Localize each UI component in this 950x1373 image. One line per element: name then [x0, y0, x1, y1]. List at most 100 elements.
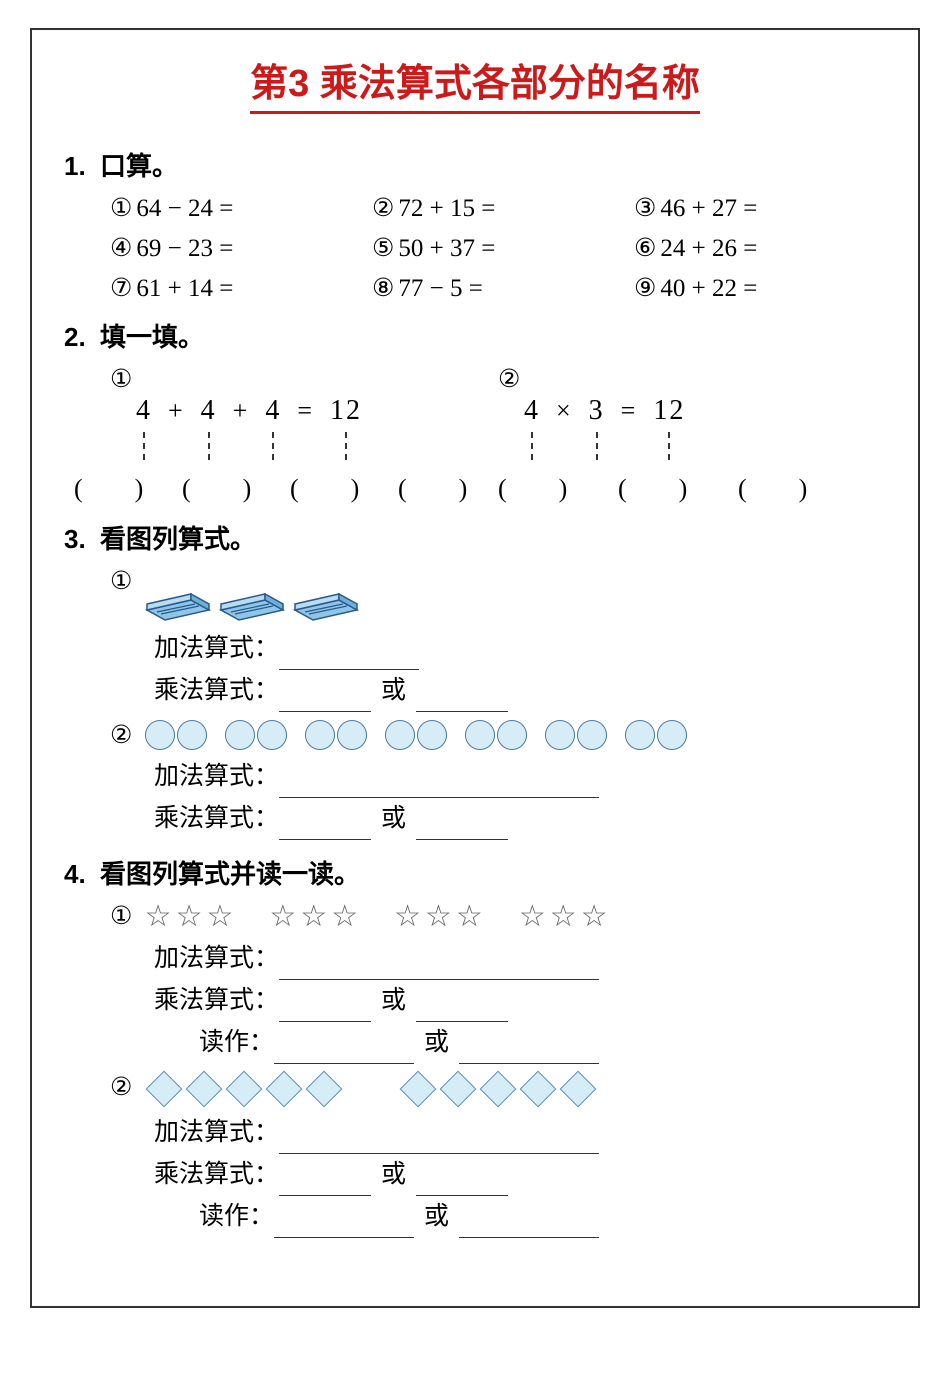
blank-line — [279, 956, 599, 980]
circle-icon — [625, 720, 655, 750]
paren-slot: ( ) — [398, 468, 498, 505]
star-icon: ☆ — [550, 902, 577, 932]
diamond-icon — [439, 1070, 476, 1107]
star-icon: ☆ — [300, 902, 327, 932]
diamond-icon — [265, 1070, 302, 1107]
q1-item: ⑦61 + 14 = — [110, 273, 362, 303]
paren-slot: ( ) — [498, 468, 618, 505]
q1-item-num: ① — [110, 193, 132, 223]
diamond-group — [399, 1072, 597, 1106]
read-as-label: 读作： — [154, 1022, 274, 1064]
star-group: ☆☆☆ — [394, 902, 483, 932]
circle-row — [145, 720, 687, 750]
q2-left-parens: ( ) ( ) ( ) ( ) — [74, 468, 498, 505]
star-group: ☆☆☆ — [145, 902, 234, 932]
q3-item-2-num: ② — [110, 720, 132, 750]
blank-line — [279, 998, 371, 1022]
addition-label: 加法算式： — [154, 756, 279, 798]
blank-line — [416, 816, 508, 840]
star-icon: ☆ — [394, 902, 421, 932]
circle-group — [465, 720, 527, 750]
blank-line — [416, 1172, 508, 1196]
circle-icon — [385, 720, 415, 750]
circle-icon — [177, 720, 207, 750]
eq-op: + — [233, 394, 250, 428]
addition-label: 加法算式： — [154, 628, 279, 670]
section-4: 4.看图列算式并读一读。 ① ☆☆☆ ☆☆☆ ☆☆☆ ☆☆☆ 加法算式： 乘法算… — [64, 854, 886, 1237]
section-1-head: 1.口算。 — [64, 146, 886, 183]
q1-item: ⑤50 + 37 = — [372, 233, 624, 263]
blank-line — [279, 816, 371, 840]
q1-item-eq: 24 + 26 = — [660, 235, 757, 262]
q4-item-2-num: ② — [110, 1072, 132, 1102]
star-icon: ☆ — [519, 902, 546, 932]
blank-line — [279, 1172, 371, 1196]
star-icon: ☆ — [206, 902, 233, 932]
eq-term: 12 — [330, 394, 362, 428]
or-text: 或 — [381, 987, 406, 1014]
eq-op: + — [168, 394, 185, 428]
q2-right: ② 4 × 3 = 12 ( ) ( ) ( ) — [498, 364, 886, 505]
blank-line — [416, 688, 508, 712]
q1-grid: ①64 − 24 = ②72 + 15 = ③46 + 27 = ④69 − 2… — [64, 193, 886, 303]
q3-item-1-num: ① — [110, 566, 132, 596]
pencil-case-icon — [143, 566, 213, 622]
q2-body: ① 4 + 4 + 4 = 12 ( ) — [64, 364, 886, 505]
circle-group — [305, 720, 367, 750]
q1-item-num: ⑤ — [372, 233, 394, 263]
blank-line — [274, 1040, 414, 1064]
q1-item-eq: 69 − 23 = — [136, 235, 233, 262]
paren-slot: ( ) — [618, 468, 738, 505]
section-1: 1.口算。 ①64 − 24 = ②72 + 15 = ③46 + 27 = ④… — [64, 146, 886, 303]
q1-item-num: ③ — [634, 193, 656, 223]
circle-group — [545, 720, 607, 750]
page-title: 第3 乘法算式各部分的名称 — [250, 52, 700, 114]
multiplication-label: 乘法算式： — [154, 1154, 279, 1196]
circle-icon — [577, 720, 607, 750]
title-wrap: 第3 乘法算式各部分的名称 — [64, 52, 886, 132]
dash-icon — [668, 432, 670, 460]
section-1-num: 1. — [64, 151, 100, 182]
blank-line — [279, 646, 419, 670]
circle-icon — [145, 720, 175, 750]
q3-i1-lines: 加法算式： 乘法算式：或 — [110, 628, 886, 712]
star-icon: ☆ — [176, 902, 203, 932]
paren-slot: ( ) — [738, 468, 838, 505]
star-icon: ☆ — [425, 902, 452, 932]
star-icon: ☆ — [331, 902, 358, 932]
q1-item-num: ④ — [110, 233, 132, 263]
q3-body: ① 加法算式： 乘法算式：或 ② — [64, 566, 886, 840]
section-4-title: 看图列算式并读一读。 — [100, 859, 360, 889]
circle-icon — [337, 720, 367, 750]
circle-icon — [417, 720, 447, 750]
worksheet-page: 第3 乘法算式各部分的名称 1.口算。 ①64 − 24 = ②72 + 15 … — [30, 28, 920, 1308]
circle-group — [625, 720, 687, 750]
dash-icon — [596, 432, 598, 460]
dash-icon — [531, 432, 533, 460]
q2-left: ① 4 + 4 + 4 = 12 ( ) — [110, 364, 498, 505]
star-group: ☆☆☆ — [519, 902, 608, 932]
star-icon: ☆ — [269, 902, 296, 932]
circle-icon — [545, 720, 575, 750]
dash-icon — [208, 432, 210, 460]
q1-item-num: ⑨ — [634, 273, 656, 303]
or-text: 或 — [381, 805, 406, 832]
diamond-icon — [305, 1070, 342, 1107]
q1-item-num: ② — [372, 193, 394, 223]
paren-slot: ( ) — [182, 468, 290, 505]
blank-line — [416, 998, 508, 1022]
circle-icon — [225, 720, 255, 750]
pencil-case-row — [143, 566, 361, 622]
q1-item-num: ⑥ — [634, 233, 656, 263]
circle-group — [225, 720, 287, 750]
section-1-title: 口算。 — [100, 151, 178, 181]
diamond-icon — [225, 1070, 262, 1107]
q4-item-1-num: ① — [110, 901, 132, 931]
circle-icon — [465, 720, 495, 750]
star-icon: ☆ — [456, 902, 483, 932]
q1-item: ⑥24 + 26 = — [634, 233, 886, 263]
q4-i1-lines: 加法算式： 乘法算式：或 读作：或 — [110, 938, 886, 1064]
eq-term: 3 — [589, 394, 605, 428]
eq-term: 12 — [653, 394, 685, 428]
circle-icon — [305, 720, 335, 750]
